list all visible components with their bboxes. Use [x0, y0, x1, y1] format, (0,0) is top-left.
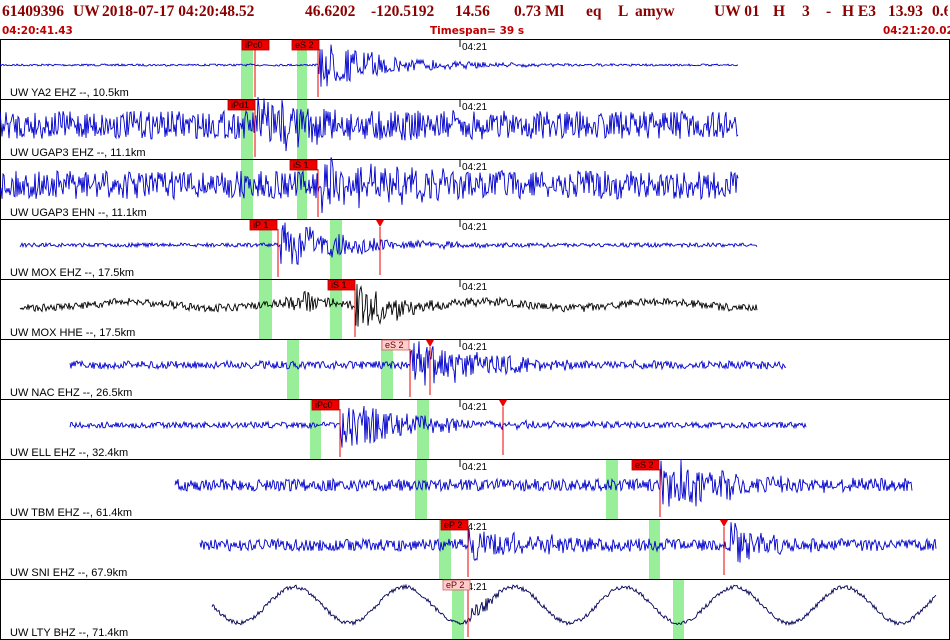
station-label: UW UGAP3 EHN --, 11.1km — [10, 207, 147, 219]
event-code: 3 — [802, 3, 810, 20]
event-source: UW 01 — [714, 3, 760, 20]
waveform-trace — [211, 583, 937, 627]
phase-pick-box[interactable] — [227, 99, 256, 111]
phase-pick-label[interactable]: eS 2 — [385, 340, 404, 350]
phase-pick-box[interactable] — [289, 159, 318, 171]
phase-pick-label[interactable]: eS 2 — [635, 460, 654, 470]
pick-marker-icon — [376, 220, 384, 227]
event-dash: - — [826, 3, 832, 20]
station-label: UW ELL EHZ --, 32.4km — [10, 447, 128, 459]
minute-label: 04:21 — [462, 342, 487, 353]
minute-label: 04:21 — [462, 522, 487, 533]
phase-window — [439, 520, 451, 579]
station-label: UW NAC EHZ --, 26.5km — [10, 387, 132, 399]
phase-window — [452, 580, 464, 639]
station-label: UW UGAP3 EHZ --, 11.1km — [10, 147, 145, 159]
station-label: UW YA2 EHZ --, 10.5km — [10, 87, 129, 99]
phase-pick-label[interactable]: iPc0 — [245, 40, 263, 50]
end-time: 04:21:20.02 — [883, 25, 950, 37]
minute-label: 04:21 — [462, 102, 487, 113]
station-label: UW LTY BHZ --, 71.4km — [10, 627, 128, 639]
phase-window — [297, 100, 307, 159]
phase-window — [259, 280, 272, 339]
phase-window — [415, 460, 427, 519]
pick-marker-icon — [426, 340, 434, 347]
minute-label: 04:21 — [462, 222, 487, 233]
event-author: amyw — [635, 3, 675, 20]
event-type: eq — [586, 3, 602, 20]
phase-pick-box[interactable] — [241, 39, 270, 51]
waveform-trace — [69, 341, 787, 386]
phase-pick-box[interactable] — [440, 519, 469, 531]
minute-label: 04:21 — [462, 462, 487, 473]
phase-window — [381, 340, 393, 399]
event-latitude: 46.6202 — [305, 3, 356, 20]
minute-label: 04:21 — [462, 282, 487, 293]
phase-window — [287, 340, 299, 399]
event-flag: L — [618, 3, 629, 20]
timespan: Timespan= 39 s — [430, 25, 525, 37]
phase-pick-box[interactable] — [291, 39, 320, 51]
minute-label: 04:21 — [462, 162, 487, 173]
waveform-trace — [19, 284, 758, 327]
phase-window — [241, 160, 253, 219]
station-label: UW MOX EHZ --, 17.5km — [10, 267, 134, 279]
waveform-trace — [174, 459, 913, 507]
phase-window — [241, 100, 253, 159]
phase-window — [310, 400, 321, 459]
phase-pick-box[interactable] — [327, 279, 356, 291]
phase-pick-label[interactable]: iS 1 — [293, 160, 309, 170]
phase-window — [417, 400, 429, 459]
phase-pick-box[interactable] — [631, 459, 660, 471]
phase-pick-box[interactable] — [442, 579, 471, 591]
phase-window — [259, 220, 272, 279]
event-quality: H — [773, 3, 786, 20]
seismogram-panel[interactable]: 04:21 iPc0 eS 2 UW YA2 EHZ --, 10.5km 04:21 i… — [0, 38, 950, 640]
event-datetime: 2018-07-17 04:20:48.52 — [102, 3, 255, 20]
phase-window — [606, 460, 618, 519]
phase-window — [297, 160, 307, 219]
phase-window — [297, 40, 307, 99]
phase-pick-label[interactable]: eP 2 — [446, 580, 464, 590]
phase-pick-box[interactable] — [311, 399, 340, 411]
station-label: UW SNI EHZ --, 67.9km — [10, 567, 127, 579]
event-rms: 0.63 — [932, 3, 948, 20]
phase-window — [330, 280, 342, 339]
phase-window — [241, 40, 253, 99]
pick-marker-icon — [720, 520, 728, 527]
phase-pick-label[interactable]: iPc0 — [315, 400, 333, 410]
minute-label: 04:21 — [462, 582, 487, 593]
event-id: 61409396 — [2, 3, 64, 20]
station-label: UW MOX HHE --, 17.5km — [10, 327, 135, 339]
waveform-trace — [69, 405, 807, 448]
pick-marker-icon — [499, 400, 507, 407]
event-depth: 14.56 — [455, 3, 490, 20]
phase-pick-label[interactable]: iS 1 — [331, 280, 347, 290]
phase-window — [649, 520, 660, 579]
phase-window — [673, 580, 684, 639]
waveform-trace — [0, 96, 739, 152]
phase-pick-label[interactable]: iPd1 — [231, 100, 249, 110]
start-time: 04:20:41.43 — [2, 25, 73, 37]
waveform-trace — [19, 222, 758, 266]
phase-pick-box[interactable] — [381, 339, 410, 351]
event-distance: 13.93 — [888, 3, 923, 20]
waveform-trace — [0, 44, 739, 87]
station-label: UW TBM EHZ --, 61.4km — [10, 507, 132, 519]
minute-label: 04:21 — [462, 402, 487, 413]
phase-pick-label[interactable]: eS 2 — [295, 40, 314, 50]
event-longitude: -120.5192 — [371, 3, 435, 20]
event-network: UW — [73, 3, 100, 20]
waveform-trace — [199, 522, 937, 563]
waveform-trace — [0, 157, 739, 214]
phase-pick-label[interactable]: iP 1 — [253, 220, 268, 230]
phase-pick-label[interactable]: eP 2 — [444, 520, 462, 530]
event-summary-line: 61409396 UW 2018-07-17 04:20:48.52 46.62… — [2, 3, 948, 23]
event-review: H E3 — [842, 3, 877, 20]
event-header: 61409396 UW 2018-07-17 04:20:48.52 46.62… — [0, 0, 950, 40]
event-magnitude: 0.73 Ml — [514, 3, 564, 20]
phase-pick-box[interactable] — [249, 219, 278, 231]
minute-label: 04:21 — [462, 42, 487, 53]
